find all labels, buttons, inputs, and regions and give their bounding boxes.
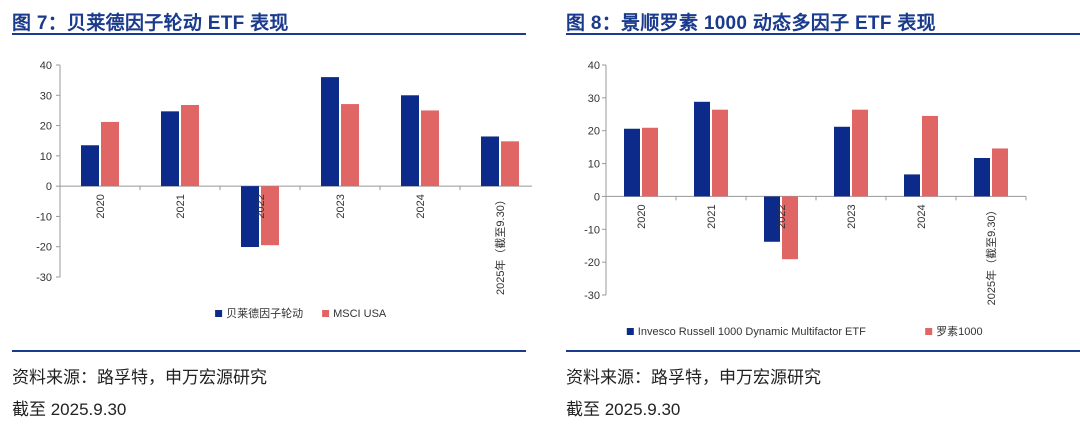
x-category-label: 2025年（截至9.30） xyxy=(493,194,507,295)
y-tick-label: 10 xyxy=(588,159,600,171)
x-category-label: 2020 xyxy=(95,194,107,218)
bar-1 xyxy=(401,95,419,187)
x-category-label: 2022 xyxy=(776,204,788,228)
bar-2 xyxy=(922,115,938,197)
figure-8-title: 图 8：景顺罗素 1000 动态多因子 ETF 表现 xyxy=(566,13,936,34)
bar-2 xyxy=(261,186,279,246)
x-category-label: 2024 xyxy=(916,204,928,228)
y-tick-label: -20 xyxy=(584,257,600,269)
x-category-label: 2023 xyxy=(846,204,858,228)
figure-8-chart: 40 30 20 10 0 -10 -20 -30 2020 2021 2022 2023 2024 20… xyxy=(584,60,1027,338)
x-category-label: 2022 xyxy=(255,194,267,218)
y-tick-label: -30 xyxy=(584,290,600,302)
footer-rule xyxy=(566,350,1080,352)
x-category-label: 2021 xyxy=(175,194,187,218)
source-note: 资料来源：路孚特，申万宏源研究 xyxy=(566,368,821,387)
bar-1 xyxy=(694,101,710,197)
bar-1 xyxy=(764,196,780,242)
y-tick-label: 20 xyxy=(40,121,52,133)
legend-label: Invesco Russell 1000 Dynamic Multifactor… xyxy=(638,326,866,338)
legend-swatch xyxy=(215,310,223,317)
bar-2 xyxy=(712,109,728,197)
figure-8-panel: 图 8：景顺罗素 1000 动态多因子 ETF 表现 40 30 20 10 0 -10 -… xyxy=(566,0,1080,430)
title-rule xyxy=(566,33,1080,35)
bar-1 xyxy=(904,174,920,197)
legend-swatch xyxy=(322,310,330,317)
bar-1 xyxy=(974,157,990,197)
title-rule xyxy=(12,33,526,35)
y-tick-label: -20 xyxy=(36,242,52,254)
y-tick-label: -10 xyxy=(584,224,600,236)
x-category-label: 2021 xyxy=(706,204,718,228)
bar-2 xyxy=(782,196,798,260)
bar-2 xyxy=(501,141,519,187)
y-tick-label: 40 xyxy=(588,60,600,72)
bar-2 xyxy=(181,104,199,187)
date-note: 截至 2025.9.30 xyxy=(12,400,127,419)
bar-2 xyxy=(642,127,658,197)
legend-swatch xyxy=(925,328,933,335)
bar-1 xyxy=(241,186,259,248)
y-tick-label: 0 xyxy=(594,191,600,203)
figure-7-title: 图 7：贝莱德因子轮动 ETF 表现 xyxy=(12,13,289,34)
bar-2 xyxy=(421,110,439,187)
bar-2 xyxy=(852,109,868,197)
date-note: 截至 2025.9.30 xyxy=(566,400,681,419)
bar-1 xyxy=(81,145,99,187)
source-note: 资料来源：路孚特，申万宏源研究 xyxy=(12,368,267,387)
bar-2 xyxy=(992,148,1008,197)
x-category-label: 2024 xyxy=(415,194,427,218)
x-category-label: 2025年（截至9.30） xyxy=(984,204,998,305)
y-tick-label: 30 xyxy=(40,90,52,102)
y-tick-label: 0 xyxy=(46,181,52,193)
y-tick-label: 40 xyxy=(40,60,52,72)
legend-label: 贝莱德因子轮动 xyxy=(226,306,303,320)
bar-2 xyxy=(341,104,359,187)
bar-1 xyxy=(624,128,640,197)
y-tick-label: -10 xyxy=(36,211,52,223)
footer-rule xyxy=(12,350,526,352)
y-tick-label: 10 xyxy=(40,151,52,163)
bar-1 xyxy=(321,77,339,187)
x-category-label: 2020 xyxy=(636,204,648,228)
bar-2 xyxy=(101,121,119,187)
figure-7-chart: 40 30 20 10 0 -10 -20 -30 2020 2021 2022 2023 2024 20… xyxy=(36,60,532,320)
y-tick-label: -30 xyxy=(36,272,52,284)
legend-swatch xyxy=(626,328,634,335)
y-tick-label: 30 xyxy=(588,93,600,105)
bar-1 xyxy=(481,136,499,187)
bar-1 xyxy=(834,126,850,197)
x-category-label: 2023 xyxy=(335,194,347,218)
legend-label: 罗素1000 xyxy=(936,325,982,338)
bar-1 xyxy=(161,111,179,187)
y-tick-label: 20 xyxy=(588,126,600,138)
legend-label: MSCI USA xyxy=(333,308,387,320)
figure-7-panel: 图 7：贝莱德因子轮动 ETF 表现 40 30 20 10 0 -10 -20 -30 202… xyxy=(12,0,532,430)
